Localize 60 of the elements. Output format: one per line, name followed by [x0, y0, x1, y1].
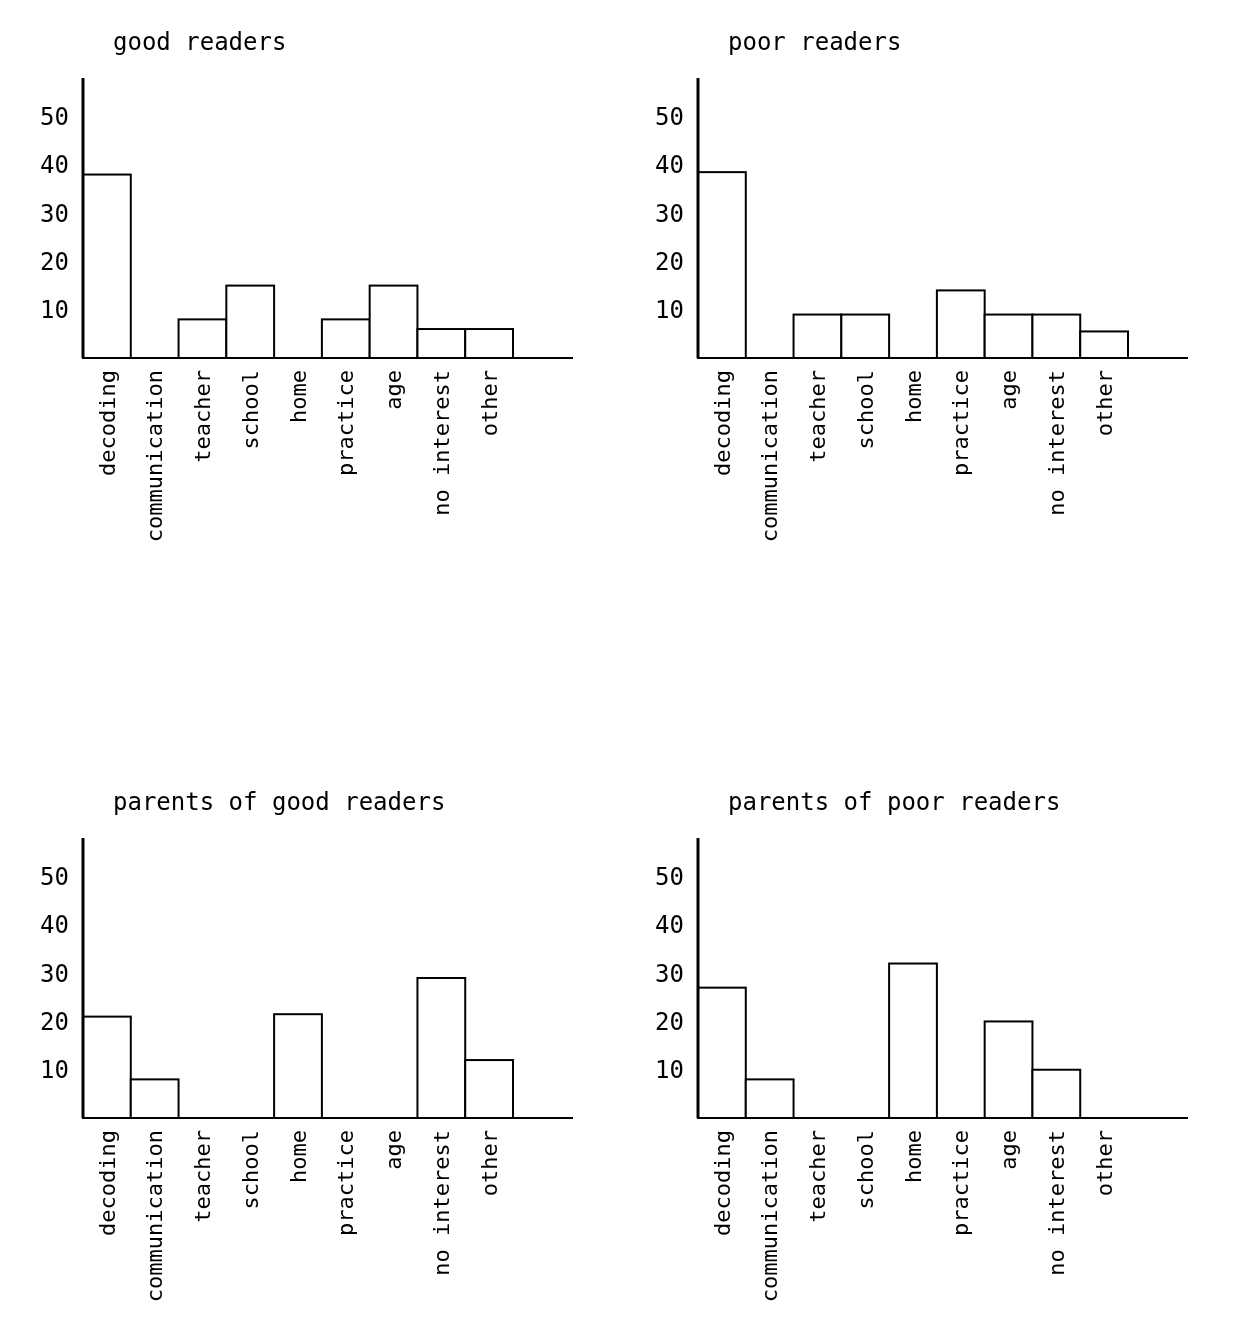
chart-title: poor readers	[728, 28, 902, 56]
x-tick-label: communication	[757, 1130, 783, 1303]
y-tick-label: 50	[655, 863, 684, 892]
x-tick-label: school	[237, 1130, 263, 1210]
y-tick-label: 10	[655, 296, 684, 325]
y-tick-label: 40	[40, 911, 69, 940]
x-tick-label: no interest	[1044, 1130, 1070, 1276]
x-tick-label: decoding	[709, 370, 735, 476]
x-tick-label: teacher	[190, 370, 216, 463]
x-tick-label: age	[996, 370, 1022, 410]
x-tick-label: no interest	[429, 1130, 455, 1276]
x-tick-label: communication	[142, 370, 168, 543]
x-tick-label: practice	[333, 1130, 359, 1236]
y-tick-label: 20	[655, 1007, 684, 1036]
x-tick-label: communication	[142, 1130, 168, 1303]
x-tick-label: decoding	[94, 1130, 120, 1236]
x-tick-label: teacher	[190, 1130, 216, 1223]
x-tick-label: practice	[948, 1130, 974, 1236]
chart-title: parents of good readers	[113, 788, 446, 816]
y-tick-label: 40	[655, 911, 684, 940]
y-tick-label: 10	[40, 1056, 69, 1085]
x-tick-label: no interest	[1044, 370, 1070, 516]
y-tick-label: 30	[40, 199, 69, 228]
y-tick-label: 50	[40, 103, 69, 132]
y-tick-label: 20	[40, 247, 69, 276]
x-tick-label: school	[852, 1130, 878, 1210]
y-tick-label: 30	[655, 959, 684, 988]
y-tick-label: 50	[655, 103, 684, 132]
y-tick-label: 30	[655, 199, 684, 228]
chart-title: good readers	[113, 28, 287, 56]
x-tick-label: school	[852, 370, 878, 450]
x-tick-label: home	[900, 1130, 926, 1183]
x-tick-label: other	[476, 370, 502, 437]
x-tick-label: home	[900, 370, 926, 423]
y-tick-label: 40	[40, 151, 69, 180]
x-tick-label: teacher	[805, 1130, 831, 1223]
y-tick-label: 20	[40, 1007, 69, 1036]
x-tick-label: home	[285, 1130, 311, 1183]
x-tick-label: practice	[948, 370, 974, 476]
x-tick-label: age	[381, 1130, 407, 1170]
x-tick-label: home	[285, 370, 311, 423]
x-tick-label: teacher	[805, 370, 831, 463]
x-tick-label: school	[237, 370, 263, 450]
y-tick-label: 30	[40, 959, 69, 988]
x-tick-label: practice	[333, 370, 359, 476]
y-tick-label: 10	[655, 1056, 684, 1085]
x-tick-label: other	[476, 1130, 502, 1197]
x-tick-label: age	[381, 370, 407, 410]
chart-title: parents of poor readers	[728, 788, 1061, 816]
x-tick-label: other	[1091, 370, 1117, 437]
x-tick-label: other	[1091, 1130, 1117, 1197]
x-tick-label: age	[996, 1130, 1022, 1170]
y-tick-label: 20	[655, 247, 684, 276]
x-tick-label: communication	[757, 370, 783, 543]
y-tick-label: 40	[655, 151, 684, 180]
y-tick-label: 50	[40, 863, 69, 892]
y-tick-label: 10	[40, 296, 69, 325]
x-tick-label: decoding	[709, 1130, 735, 1236]
x-tick-label: decoding	[94, 370, 120, 476]
x-tick-label: no interest	[429, 370, 455, 516]
